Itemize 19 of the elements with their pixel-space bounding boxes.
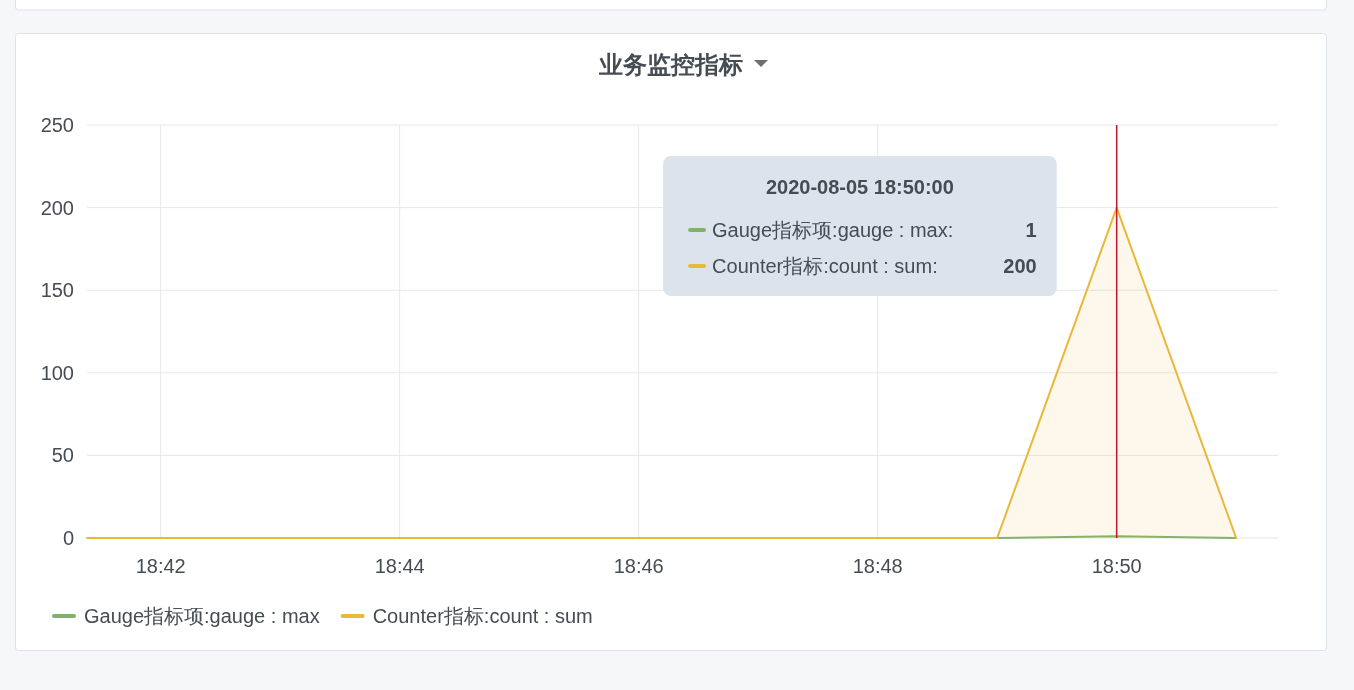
x-tick-label: 18:42 xyxy=(135,555,186,577)
x-tick-label: 18:50 xyxy=(1091,555,1142,577)
annotation: 200 xyxy=(1003,255,1037,277)
annotation: 1 xyxy=(1025,219,1037,241)
y-tick-label: 150 xyxy=(40,279,74,302)
x-tick-label: 18:44 xyxy=(374,555,425,577)
chart-title: 业务监控指标 xyxy=(598,50,743,78)
y-tick-label: 250 xyxy=(40,114,74,136)
legend-label: Gauge指标项:gauge : max xyxy=(84,605,320,627)
annotation: 2020-08-05 18:50:00 xyxy=(765,176,954,198)
annotation: Counter指标:count : sum: xyxy=(712,255,938,277)
y-tick-label: 200 xyxy=(40,196,74,219)
y-tick-label: 100 xyxy=(40,361,74,384)
x-tick-label: 18:46 xyxy=(613,555,664,577)
annotation: Gauge指标项:gauge : max: xyxy=(712,219,954,241)
x-tick-label: 18:48 xyxy=(852,555,903,577)
y-tick-label: 0 xyxy=(62,527,74,549)
legend-label: Counter指标:count : sum xyxy=(372,605,593,627)
y-tick-label: 50 xyxy=(51,444,74,467)
